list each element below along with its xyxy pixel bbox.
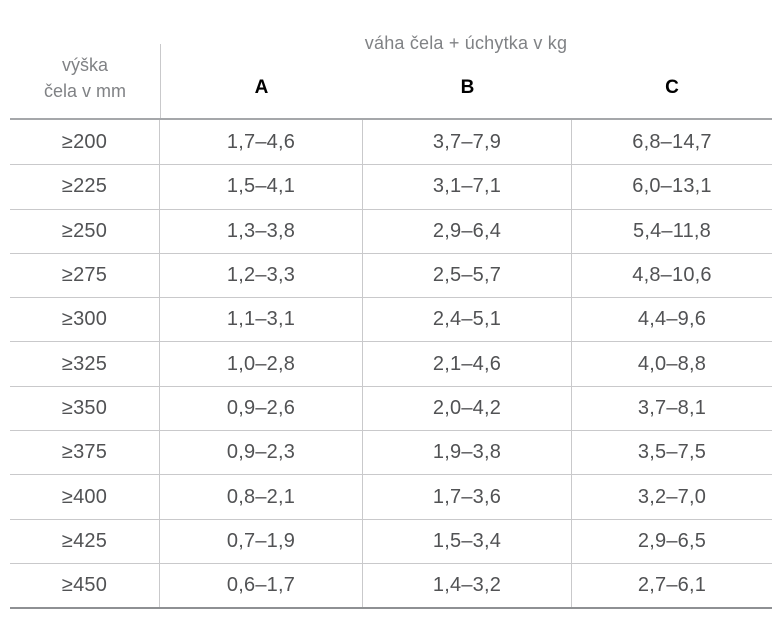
cell-b: 1,5–3,4	[363, 519, 572, 563]
cell-a: 0,9–2,6	[160, 386, 363, 431]
cell-c: 6,0–13,1	[632, 175, 712, 198]
cell-b: 2,4–5,1	[363, 298, 572, 342]
table-row: ≥225 1,5–4,1 3,1–7,1 6,0–13,1	[10, 164, 772, 209]
cell-b: 1,4–3,2	[363, 563, 572, 608]
row-label: ≥225	[10, 165, 160, 209]
row-label: ≥250	[10, 209, 160, 253]
row-label: ≥400	[10, 475, 160, 519]
cell-b: 2,0–4,2	[363, 386, 572, 431]
cell-a: 0,8–2,1	[160, 475, 363, 519]
cell-c: 4,4–9,6	[637, 308, 707, 331]
table-row: ≥325 1,0–2,8 2,1–4,6 4,0–8,8	[10, 341, 772, 386]
header-divider-line	[160, 44, 161, 118]
row-label: ≥375	[10, 431, 160, 475]
row-label: ≥450	[10, 563, 160, 608]
cell-a: 0,6–1,7	[160, 563, 363, 608]
cell-a: 1,1–3,1	[160, 298, 363, 342]
cell-a: 1,3–3,8	[160, 209, 363, 253]
table-body: ≥200 1,7–4,6 3,7–7,9 6,8–14,7 ≥225 1,5–4…	[10, 118, 772, 610]
cell-c: 2,9–6,5	[637, 529, 707, 552]
cell-a: 1,7–4,6	[160, 120, 363, 165]
cell-c: 2,7–6,1	[637, 574, 707, 597]
table-row: ≥400 0,8–2,1 1,7–3,6 3,2–7,0	[10, 474, 772, 519]
cell-b: 1,9–3,8	[363, 431, 572, 475]
table-row: ≥425 0,7–1,9 1,5–3,4 2,9–6,5	[10, 518, 772, 563]
weight-spec-table: váha čela + úchytka v kg výška čela v mm…	[10, 0, 772, 610]
row-label: ≥200	[10, 120, 160, 165]
row-label: ≥350	[10, 386, 160, 431]
row-axis-label-line1: výška	[61, 55, 108, 75]
table-row: ≥275 1,2–3,3 2,5–5,7 4,8–10,6	[10, 252, 772, 298]
table-row: ≥450 0,6–1,7 1,4–3,2 2,7–6,1	[10, 562, 772, 608]
cell-c: 4,8–10,6	[632, 264, 712, 287]
cell-b: 2,1–4,6	[363, 342, 572, 386]
cell-b: 2,5–5,7	[363, 253, 572, 298]
table-row: ≥350 0,9–2,6 2,0–4,2 3,7–8,1	[10, 385, 772, 431]
cell-a: 0,7–1,9	[160, 519, 363, 563]
cell-a: 1,0–2,8	[160, 342, 363, 386]
row-label: ≥300	[10, 298, 160, 342]
table-title: váha čela + úchytka v kg	[364, 33, 568, 53]
column-header-b: B	[460, 77, 475, 98]
cell-c: 6,8–14,7	[632, 130, 712, 153]
column-header-c: C	[665, 77, 679, 98]
table-row: ≥250 1,3–3,8 2,9–6,4 5,4–11,8	[10, 208, 772, 253]
column-headers: A B C	[160, 77, 772, 99]
cell-c: 3,2–7,0	[637, 485, 707, 508]
row-axis-label: výška čela v mm	[10, 52, 160, 104]
cell-a: 1,2–3,3	[160, 253, 363, 298]
cell-b: 2,9–6,4	[363, 209, 572, 253]
cell-c: 4,0–8,8	[637, 352, 707, 375]
cell-c: 5,4–11,8	[633, 219, 711, 242]
cell-b: 3,1–7,1	[363, 165, 572, 209]
cell-c: 3,5–7,5	[637, 441, 707, 464]
row-label: ≥325	[10, 342, 160, 386]
row-label: ≥425	[10, 519, 160, 563]
table-header: váha čela + úchytka v kg výška čela v mm…	[10, 0, 772, 118]
column-header-a: A	[254, 77, 269, 98]
row-label: ≥275	[10, 253, 160, 298]
table-row: ≥300 1,1–3,1 2,4–5,1 4,4–9,6	[10, 297, 772, 342]
cell-b: 1,7–3,6	[363, 475, 572, 519]
cell-a: 1,5–4,1	[160, 165, 363, 209]
cell-c: 3,7–8,1	[637, 396, 707, 419]
table-row: ≥200 1,7–4,6 3,7–7,9 6,8–14,7	[10, 120, 772, 165]
cell-a: 0,9–2,3	[160, 431, 363, 475]
cell-b: 3,7–7,9	[363, 120, 572, 165]
row-axis-label-line2: čela v mm	[43, 81, 126, 101]
table-row: ≥375 0,9–2,3 1,9–3,8 3,5–7,5	[10, 430, 772, 475]
